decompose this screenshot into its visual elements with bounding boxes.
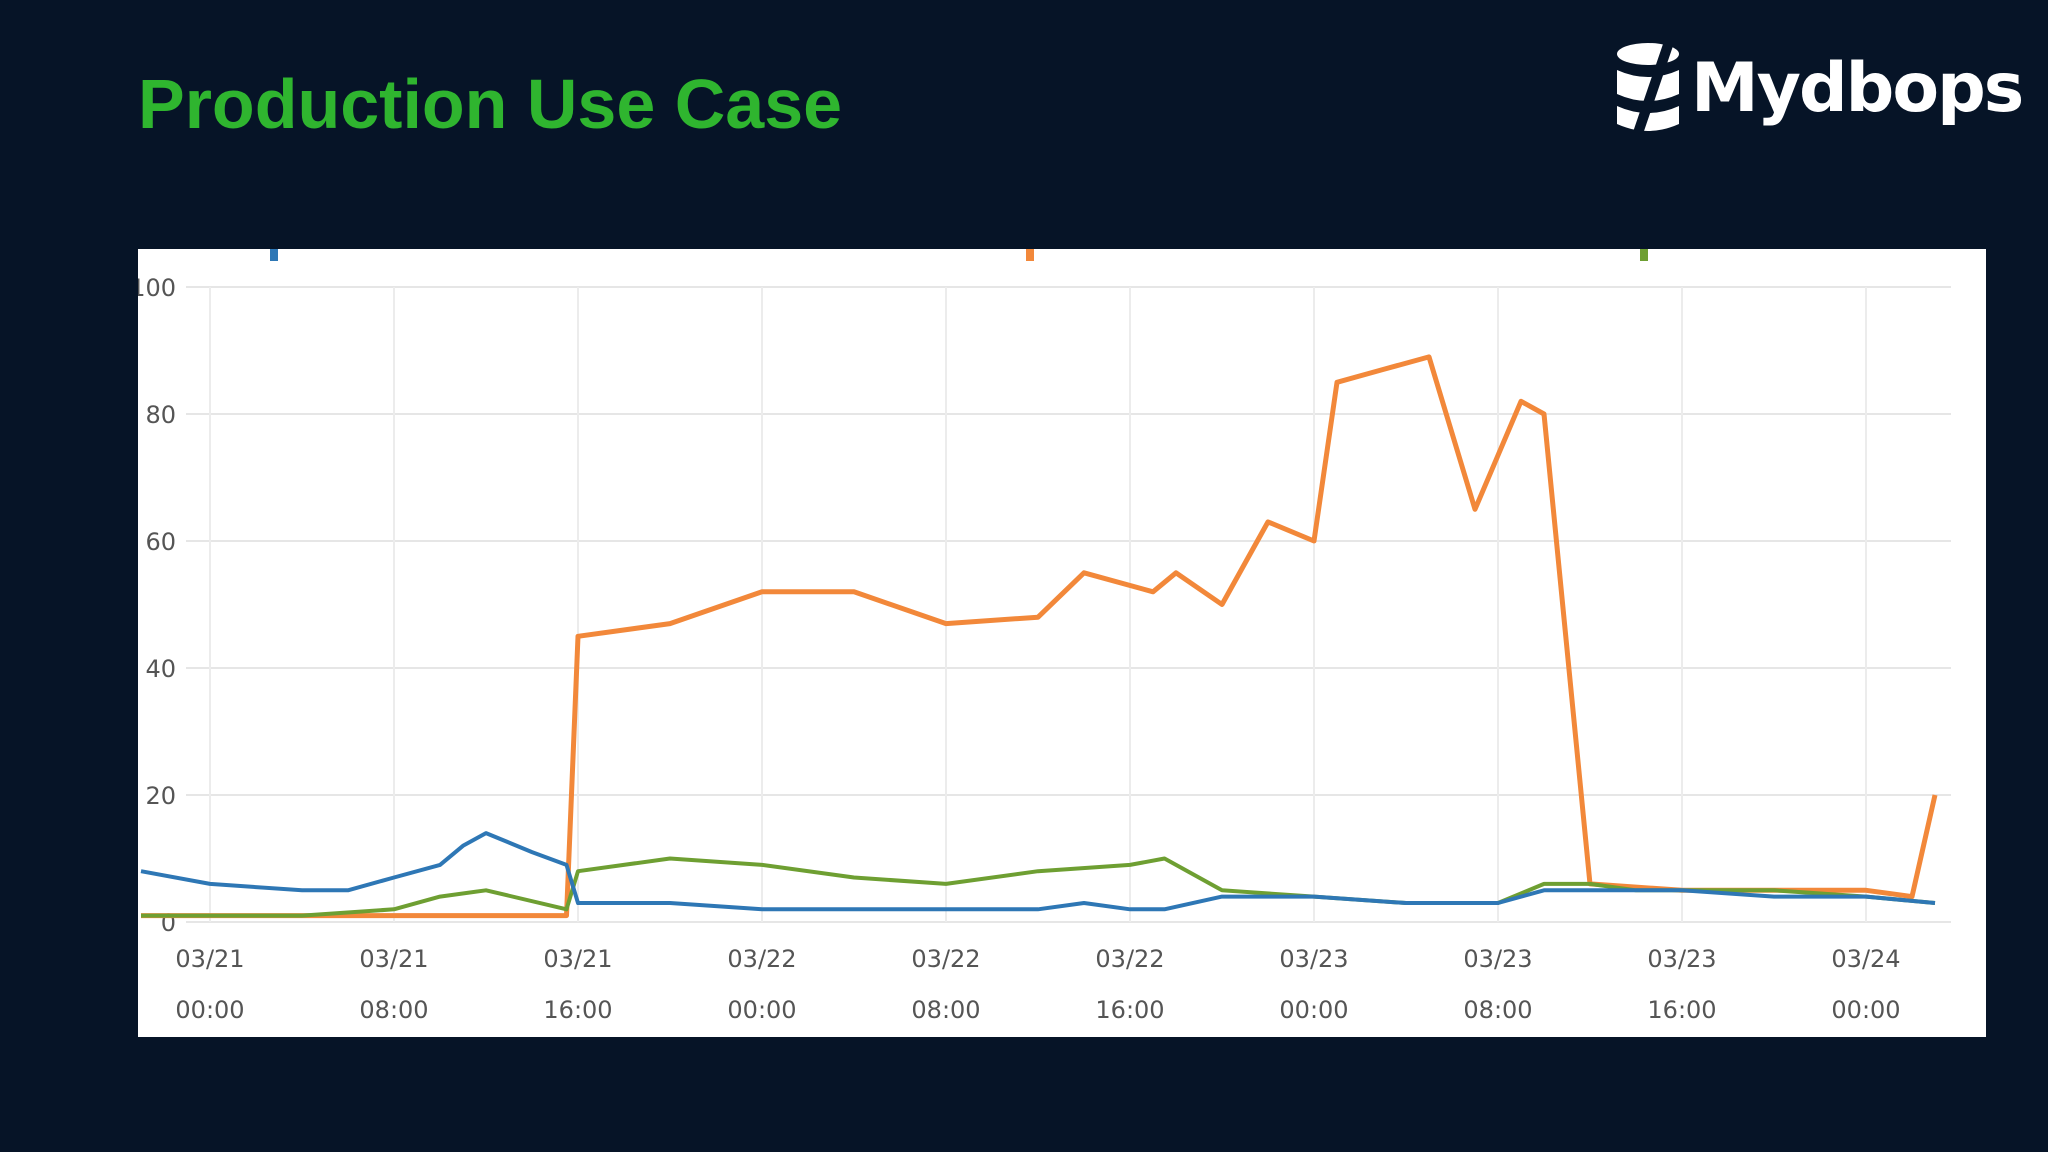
y-tick-label: 20 (145, 782, 176, 810)
y-tick-label: 40 (145, 655, 176, 683)
x-tick-time-label: 00:00 (1831, 996, 1900, 1024)
x-tick-date-label: 03/22 (1095, 945, 1164, 973)
slide-title: Production Use Case (138, 65, 843, 143)
brand-logo: Mydbops (1615, 38, 2024, 138)
x-tick-date-label: 03/21 (543, 945, 612, 973)
x-tick-date-label: 03/22 (727, 945, 796, 973)
y-tick-label: 100 (138, 274, 176, 302)
brand-name: Mydbops (1691, 48, 2024, 128)
line-chart: 02040608010003/2100:0003/2108:0003/2116:… (138, 249, 1951, 1024)
x-tick-date-label: 03/23 (1647, 945, 1716, 973)
x-tick-time-label: 08:00 (359, 996, 428, 1024)
y-tick-label: 60 (145, 528, 176, 556)
x-tick-time-label: 08:00 (911, 996, 980, 1024)
x-tick-date-label: 03/22 (911, 945, 980, 973)
y-tick-label: 80 (145, 401, 176, 429)
x-tick-time-label: 08:00 (1463, 996, 1532, 1024)
x-tick-date-label: 03/21 (175, 945, 244, 973)
mydbops-logo-icon (1617, 43, 1679, 134)
chart-panel: 02040608010003/2100:0003/2108:0003/2116:… (138, 249, 1986, 1037)
x-tick-date-label: 03/24 (1831, 945, 1900, 973)
legend-swatch (270, 249, 278, 261)
legend-swatch (1026, 249, 1034, 261)
x-tick-time-label: 16:00 (1647, 996, 1716, 1024)
x-tick-date-label: 03/23 (1463, 945, 1532, 973)
x-tick-date-label: 03/21 (359, 945, 428, 973)
legend-swatch (1640, 249, 1648, 261)
x-tick-time-label: 00:00 (727, 996, 796, 1024)
x-tick-time-label: 16:00 (1095, 996, 1164, 1024)
series-line (140, 831, 1936, 912)
x-tick-time-label: 16:00 (543, 996, 612, 1024)
x-tick-time-label: 00:00 (175, 996, 244, 1024)
x-tick-time-label: 00:00 (1279, 996, 1348, 1024)
series-line (141, 354, 1938, 919)
x-tick-date-label: 03/23 (1279, 945, 1348, 973)
